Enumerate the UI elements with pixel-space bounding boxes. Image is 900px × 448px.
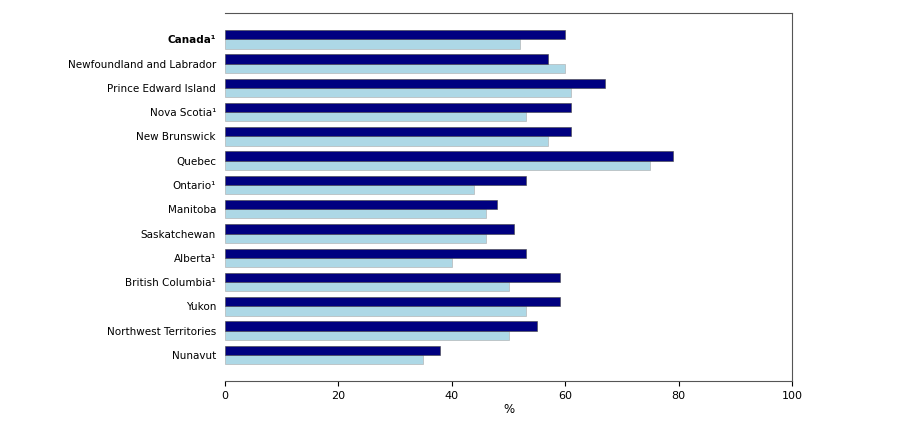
- Bar: [225, 151, 673, 161]
- Bar: [225, 306, 526, 315]
- Bar: [225, 88, 571, 97]
- Bar: [225, 321, 536, 331]
- Bar: [225, 273, 560, 282]
- Bar: [225, 30, 565, 39]
- Bar: [225, 137, 548, 146]
- Bar: [225, 64, 565, 73]
- Bar: [225, 355, 423, 364]
- Bar: [225, 176, 526, 185]
- Bar: [225, 282, 508, 291]
- Bar: [225, 224, 514, 233]
- Bar: [225, 127, 571, 137]
- Bar: [225, 54, 548, 64]
- Bar: [225, 209, 486, 219]
- Bar: [225, 79, 605, 88]
- X-axis label: %: %: [503, 403, 514, 416]
- Bar: [225, 185, 474, 194]
- Bar: [225, 297, 560, 306]
- Bar: [225, 346, 440, 355]
- Bar: [225, 103, 571, 112]
- Bar: [225, 233, 486, 243]
- Bar: [225, 258, 452, 267]
- Bar: [225, 331, 508, 340]
- Bar: [225, 112, 526, 121]
- Bar: [225, 200, 497, 209]
- Bar: [225, 39, 520, 48]
- Bar: [225, 161, 650, 170]
- Bar: [225, 249, 526, 258]
